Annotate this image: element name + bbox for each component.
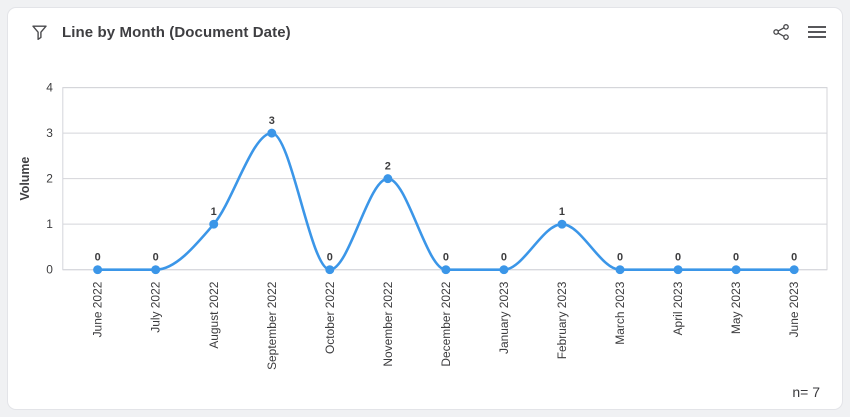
data-point[interactable]: [151, 265, 161, 275]
x-tick-label: July 2022: [149, 281, 163, 332]
value-label: 1: [559, 206, 565, 218]
value-label: 0: [153, 252, 159, 264]
chart-title: Line by Month (Document Date): [62, 23, 291, 41]
x-tick-label: June 2023: [787, 281, 801, 337]
value-label: 0: [327, 252, 333, 264]
x-tick-label: August 2022: [207, 281, 221, 348]
header-actions: [770, 21, 828, 43]
filter-icon[interactable]: [28, 21, 50, 43]
data-point[interactable]: [499, 265, 509, 275]
y-tick-label: 0: [46, 263, 53, 277]
data-point[interactable]: [615, 265, 625, 275]
value-label: 0: [617, 252, 623, 264]
x-tick-label: February 2023: [555, 281, 569, 359]
y-tick-label: 1: [46, 217, 53, 231]
data-point[interactable]: [789, 265, 799, 275]
x-tick-label: May 2023: [729, 281, 743, 334]
card-header: Line by Month (Document Date): [8, 8, 842, 56]
value-label: 0: [733, 252, 739, 264]
x-tick-label: October 2022: [323, 281, 337, 354]
value-label: 0: [501, 252, 507, 264]
y-tick-label: 2: [46, 172, 53, 186]
data-point[interactable]: [93, 265, 103, 275]
value-label: 0: [675, 252, 681, 264]
data-point[interactable]: [673, 265, 683, 275]
x-tick-label: June 2022: [91, 281, 105, 337]
value-label: 3: [269, 115, 275, 127]
x-tick-label: March 2023: [613, 281, 627, 344]
x-tick-label: April 2023: [671, 281, 685, 335]
x-tick-label: November 2022: [381, 281, 395, 366]
y-tick-label: 3: [46, 126, 53, 140]
data-point[interactable]: [267, 128, 277, 138]
sample-count: n= 7: [792, 384, 820, 400]
x-tick-label: January 2023: [497, 281, 511, 354]
data-point[interactable]: [441, 265, 451, 275]
value-label: 0: [95, 252, 101, 264]
data-point[interactable]: [325, 265, 335, 275]
menu-icon[interactable]: [806, 21, 828, 43]
value-label: 0: [443, 252, 449, 264]
value-label: 1: [211, 206, 217, 218]
line-chart[interactable]: 0 1 2 3 4 Volume June 2022 July 2022 August 2022…: [8, 8, 842, 409]
data-point[interactable]: [383, 174, 393, 184]
y-tick-label: 4: [46, 81, 53, 95]
x-tick-label: September 2022: [265, 281, 279, 370]
value-label: 2: [385, 161, 391, 173]
data-point[interactable]: [557, 219, 567, 229]
data-point[interactable]: [731, 265, 741, 275]
share-icon[interactable]: [770, 21, 792, 43]
line-series: [96, 131, 796, 271]
x-tick-label: December 2022: [439, 281, 453, 366]
y-axis-title: Volume: [18, 157, 32, 201]
data-point[interactable]: [209, 219, 219, 229]
value-label: 0: [791, 252, 797, 264]
chart-card: 0 1 2 3 4 Volume June 2022 July 2022 August 2022…: [7, 7, 843, 410]
